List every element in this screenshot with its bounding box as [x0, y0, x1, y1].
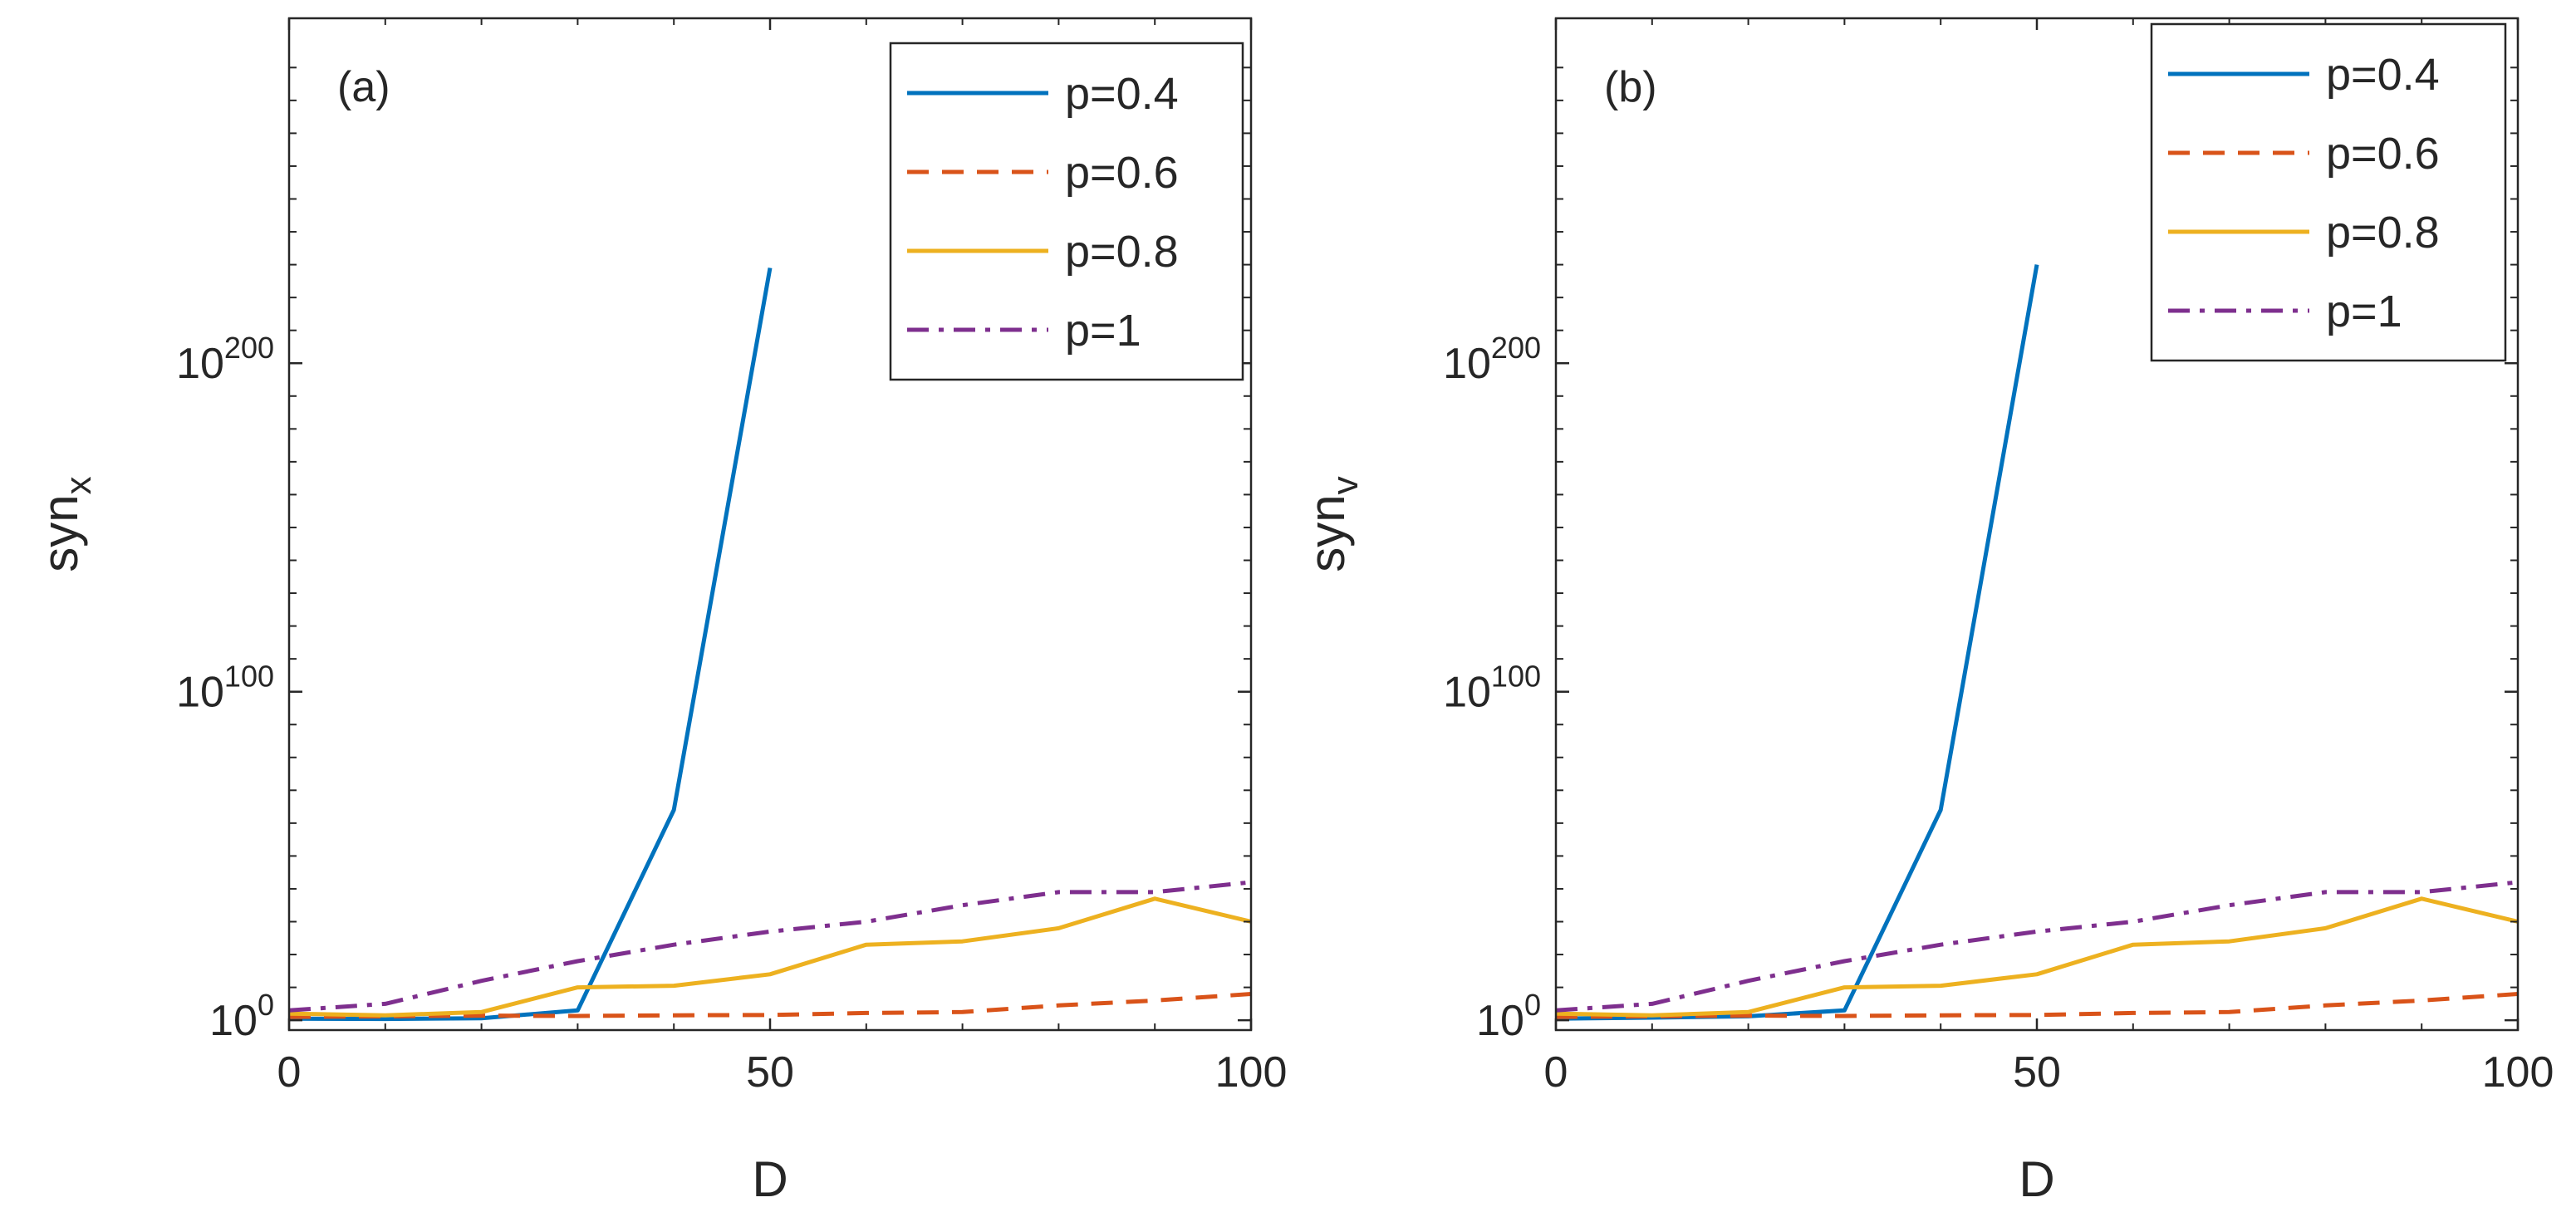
series-line-p-0-8 [289, 896, 1251, 1018]
series-line-p-1 [1556, 880, 2518, 1013]
series-line-p-0-4 [1556, 264, 2039, 1021]
y-axis-label: synx [32, 476, 99, 572]
series-line-p-1 [289, 880, 1251, 1013]
x-tick-label: 0 [1544, 1048, 1568, 1097]
series-line-p-0-6 [289, 992, 1251, 1019]
y-tick-label: 10100 [1443, 660, 1541, 717]
x-axis-label: D [2019, 1151, 2054, 1207]
x-tick-label: 100 [1215, 1048, 1288, 1097]
legend-label: p=0.6 [2326, 129, 2440, 179]
x-tick-label: 0 [277, 1048, 302, 1097]
series-line-p-0-4 [289, 267, 773, 1022]
legend-label: p=1 [1065, 306, 1141, 356]
y-axis-label: synv [1299, 476, 1366, 572]
legend-label: p=0.8 [1065, 227, 1179, 277]
legend-label: p=1 [2326, 287, 2402, 336]
y-tick-label: 10200 [176, 331, 274, 388]
legend-label: p=0.6 [1065, 148, 1179, 198]
legend-label: p=0.4 [2326, 50, 2440, 100]
x-axis-label: D [752, 1151, 788, 1207]
legend-label: p=0.8 [2326, 208, 2440, 258]
y-tick-label: 10200 [1443, 331, 1541, 388]
legend-box [889, 42, 1244, 381]
x-tick-label: 100 [2482, 1048, 2554, 1097]
x-tick-label: 50 [2013, 1048, 2061, 1097]
y-tick-label: 100 [1476, 988, 1541, 1045]
series-lines [289, 267, 1251, 1022]
series-line-p-0-8 [1556, 896, 2518, 1018]
legend: p=0.4 p=0.6 p=0.8 p=1 [889, 42, 1244, 381]
y-tick-label: 100 [209, 988, 274, 1045]
panel-label: (b) [1604, 63, 1657, 111]
legend-label: p=0.4 [1065, 69, 1179, 119]
legend: p=0.4 p=0.6 p=0.8 p=1 [2150, 22, 2507, 362]
legend-box [2150, 22, 2507, 362]
x-tick-label: 50 [746, 1048, 794, 1097]
y-tick-label: 10100 [176, 660, 274, 717]
series-lines [1556, 264, 2518, 1021]
panel-label: (a) [337, 63, 390, 111]
series-line-p-0-6 [1556, 992, 2518, 1019]
